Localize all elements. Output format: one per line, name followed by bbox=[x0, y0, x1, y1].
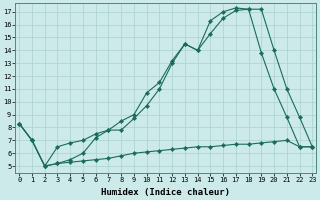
X-axis label: Humidex (Indice chaleur): Humidex (Indice chaleur) bbox=[101, 188, 230, 197]
